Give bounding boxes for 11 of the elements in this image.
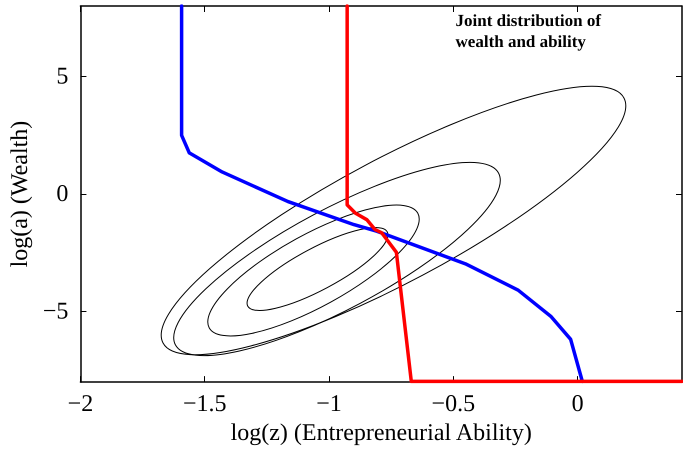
y-tick-label: −5 bbox=[42, 298, 68, 325]
y-tick-label: 0 bbox=[56, 181, 68, 208]
x-tick-label: −1.5 bbox=[182, 391, 226, 418]
annotation: Joint distribution of wealth and ability bbox=[456, 11, 602, 51]
x-tick-label: −2 bbox=[68, 391, 94, 418]
y-tick-label: 5 bbox=[56, 64, 68, 90]
x-tick-label: −0.5 bbox=[432, 391, 476, 418]
y-axis-title: log(a) (Wealth) bbox=[7, 120, 33, 268]
x-tick-label: −1 bbox=[316, 391, 342, 418]
x-axis-title: log(z) (Entrepreneurial Ability) bbox=[230, 420, 532, 446]
x-tick-label: 0 bbox=[572, 391, 584, 418]
